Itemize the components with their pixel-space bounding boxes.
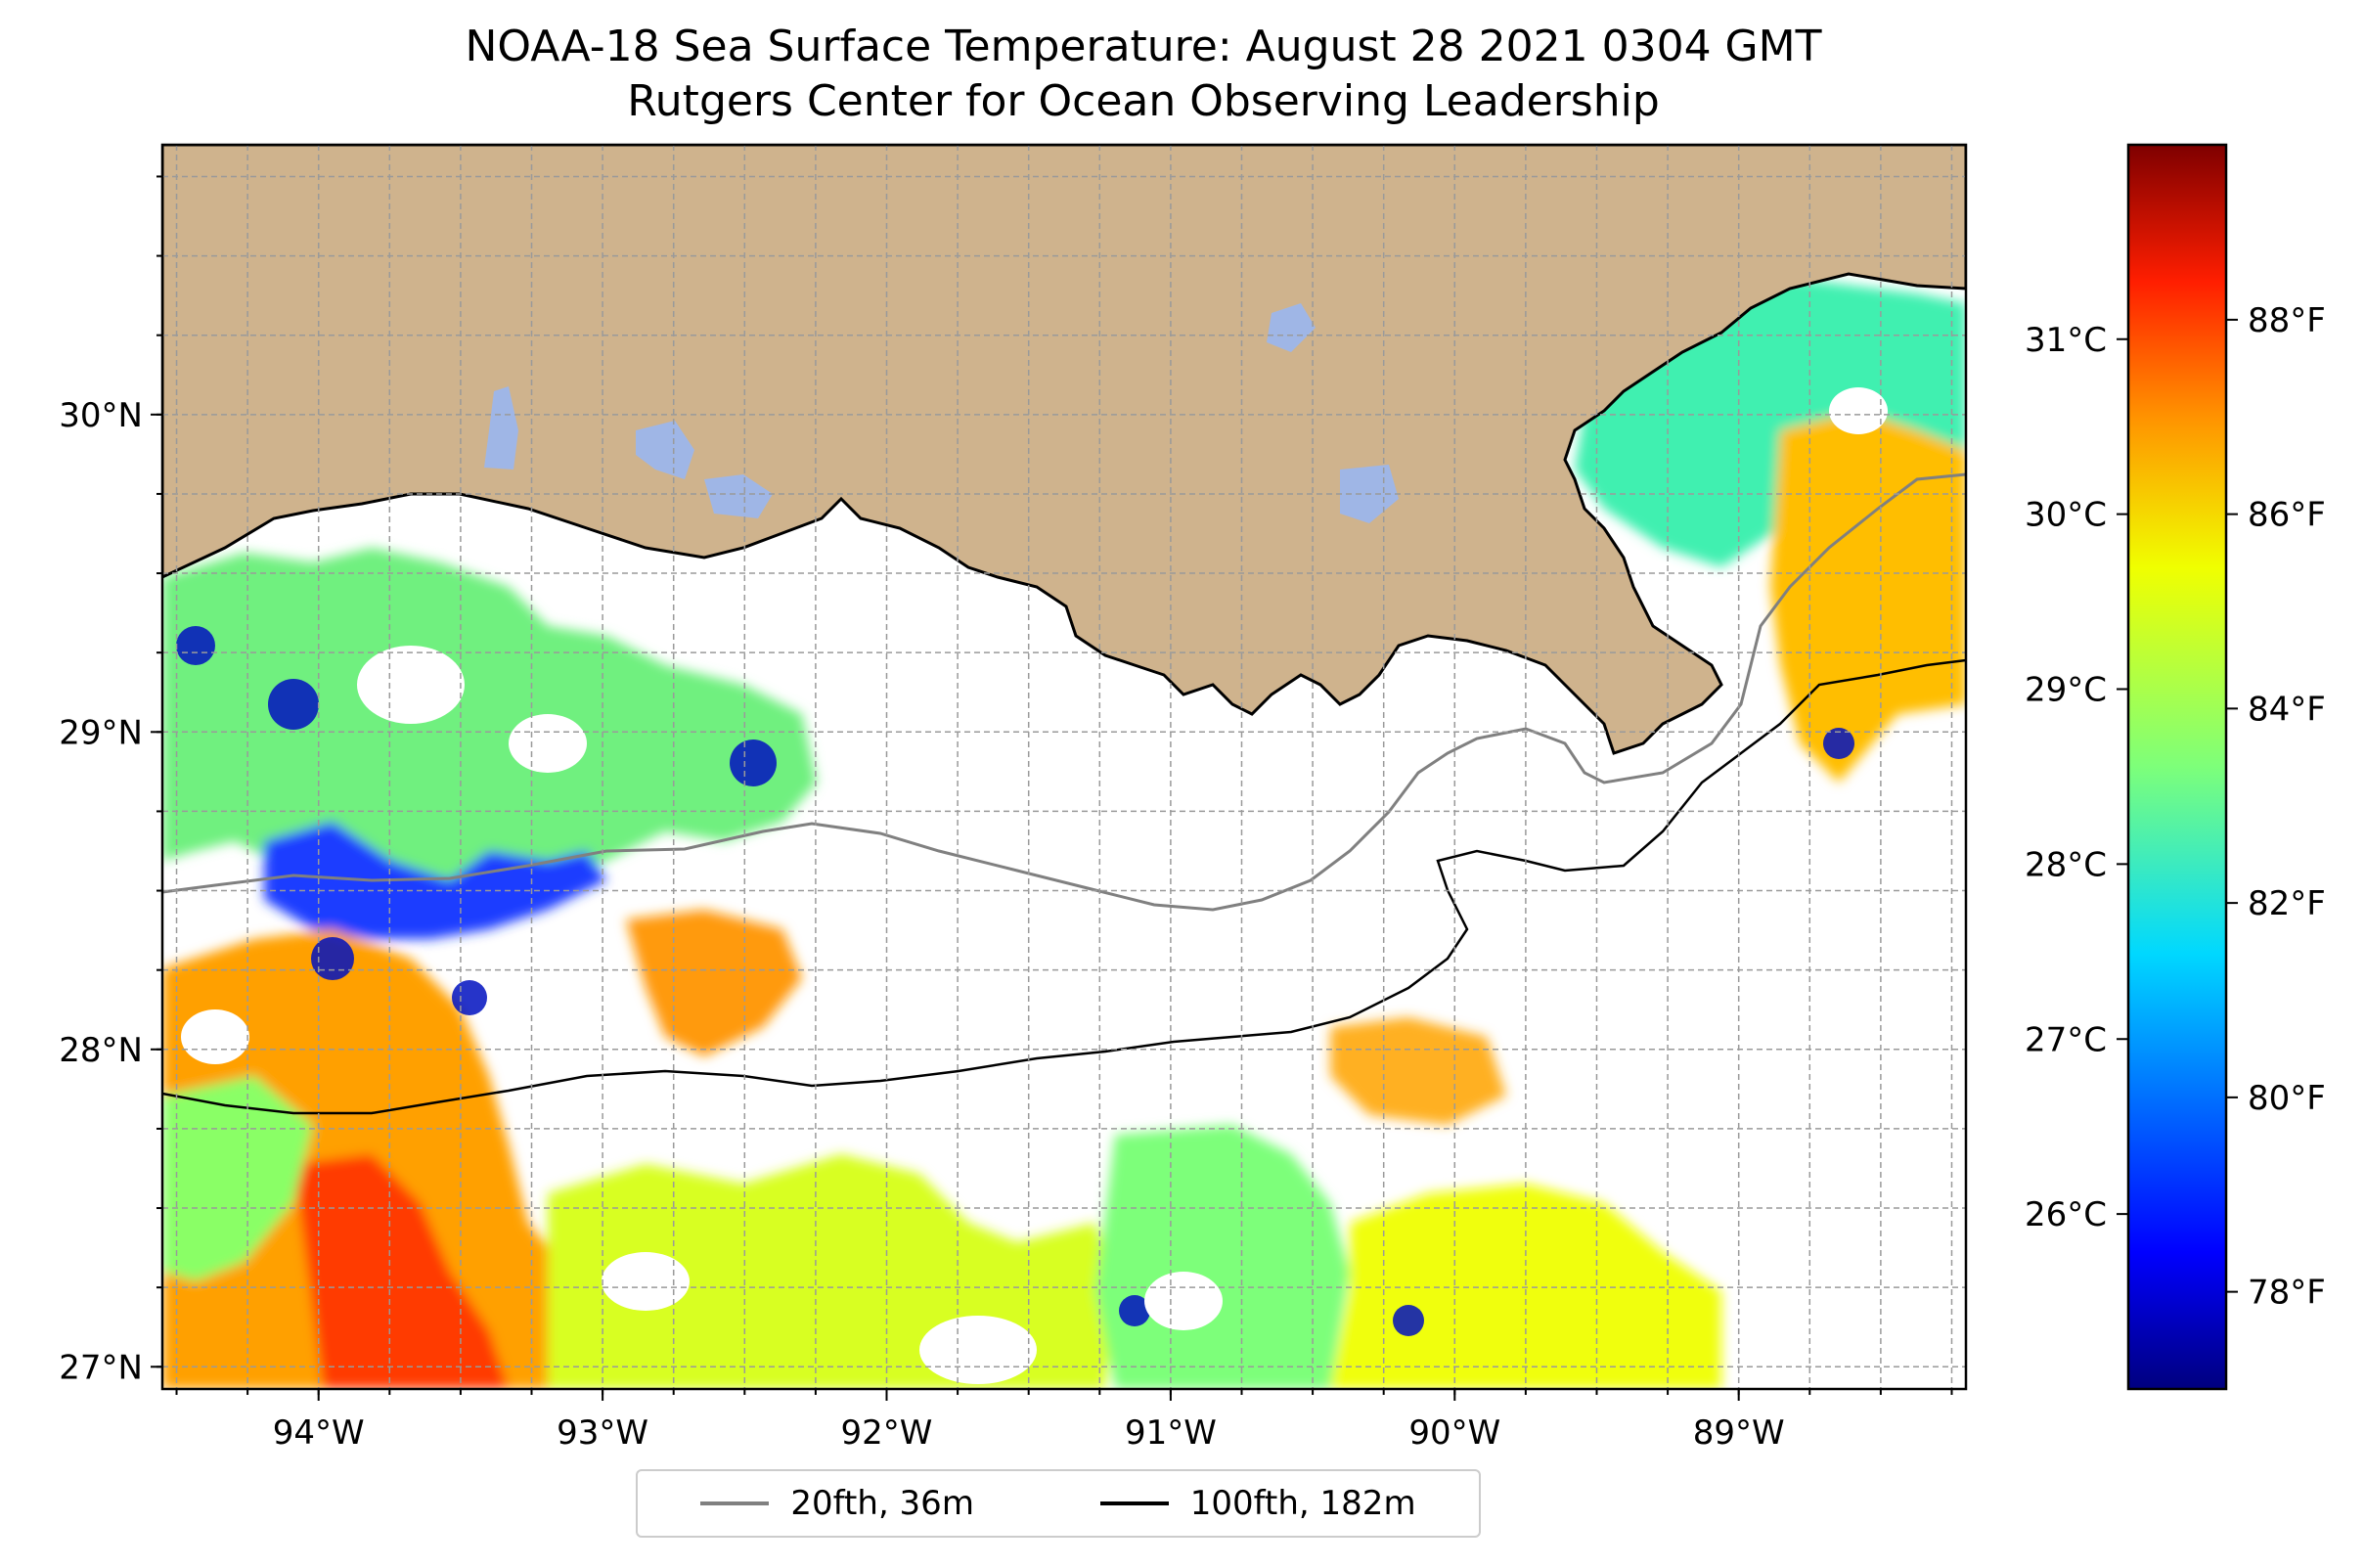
cloud-gap [1144, 1272, 1223, 1330]
colorbar-f-label: 80°F [2248, 1079, 2326, 1118]
cold-spot [1393, 1305, 1424, 1336]
land-mass [162, 145, 1966, 755]
lon-tick-label: 92°W [841, 1413, 933, 1453]
axis-ticks [151, 175, 1953, 1401]
cloud-gap [357, 646, 465, 724]
legend-label-20fth: 20fth, 36m [790, 1484, 974, 1523]
colorbar-f-label: 86°F [2248, 496, 2326, 535]
sst-patch-west-blue [264, 822, 606, 939]
colorbar-f-label: 84°F [2248, 690, 2326, 729]
lake [1267, 303, 1316, 352]
legend-item-100fth: 100fth, 182m [1099, 1484, 1416, 1523]
colorbar-c-label: 26°C [2025, 1195, 2107, 1234]
sst-patch-south-warm [162, 929, 626, 1389]
sst-patch-mid-orange [626, 910, 802, 1056]
colorbar-tick-labels: 78°F 80°F 82°F 84°F 86°F 88°F 26°C 27°C 28°C 29°C… [2025, 301, 2326, 1313]
lake [484, 386, 518, 470]
cold-spot [1823, 728, 1854, 759]
lat-tick-label: 28°N [59, 1031, 143, 1070]
sst-data-layer [162, 274, 1966, 1389]
colorbar-c-label: 27°C [2025, 1020, 2107, 1059]
lon-tick-label: 91°W [1125, 1413, 1217, 1453]
lon-tick-label: 89°W [1693, 1413, 1785, 1453]
map-gridlines [162, 145, 1966, 1389]
sst-patch-east-warm [1770, 411, 1966, 783]
cold-spot [176, 626, 215, 665]
cold-spot [730, 739, 777, 786]
lon-tick-label: 94°W [273, 1413, 365, 1453]
legend-label-100fth: 100fth, 182m [1189, 1484, 1416, 1523]
colorbar-c-label: 30°C [2025, 496, 2107, 535]
map-subtitle: Rutgers Center for Ocean Observing Leade… [627, 76, 1660, 126]
colorbar-f-label: 88°F [2248, 301, 2326, 340]
sst-patch-mid-south [1330, 1017, 1506, 1125]
colorbar-c-label: 29°C [2025, 671, 2107, 710]
lat-tick-label: 27°N [59, 1348, 143, 1387]
cloud-gap [919, 1316, 1037, 1384]
sst-patch-west [162, 548, 817, 910]
colorbar [2126, 143, 2228, 1391]
sst-patch-southwest-green [162, 1076, 313, 1281]
cold-spot [452, 980, 487, 1015]
map-title: NOAA-18 Sea Surface Temperature: August … [465, 22, 1822, 71]
lake [704, 474, 773, 518]
lake [636, 421, 694, 479]
legend-item-20fth: 20fth, 36m [700, 1484, 974, 1523]
map-legend: 20fth, 36m 100fth, 182m [636, 1469, 1481, 1538]
colorbar-c-label: 31°C [2025, 321, 2107, 360]
sst-patch-southwest-hot [293, 1154, 509, 1389]
lon-tick-label: 93°W [557, 1413, 648, 1453]
contour-20fth [162, 472, 1966, 912]
colorbar-f-label: 78°F [2248, 1274, 2326, 1313]
cold-spot [311, 937, 354, 980]
cloud-gap [509, 714, 587, 773]
cold-spot [268, 679, 319, 730]
lat-tick-label: 30°N [59, 396, 143, 435]
map-frame [160, 143, 1968, 1391]
legend-swatch-100fth [1099, 1501, 1169, 1505]
lat-tick-label: 29°N [59, 713, 143, 752]
colorbar-f-label: 82°F [2248, 884, 2326, 923]
colorbar-c-label: 28°C [2025, 845, 2107, 884]
cloud-gap [602, 1252, 690, 1311]
legend-swatch-20fth [700, 1501, 770, 1505]
lon-tick-label: 90°W [1408, 1413, 1500, 1453]
axis-tick-labels: 94°W 93°W 92°W 91°W 90°W 89°W 27°N 28°N 29°N 30°N [59, 396, 1784, 1453]
map-area [162, 145, 1966, 1389]
cloud-gap [181, 1009, 249, 1064]
sst-patch-south-east [1330, 1184, 1721, 1389]
contour-100fth [162, 658, 1966, 1115]
colorbar-ticks [2117, 318, 2238, 1293]
cloud-gap [1829, 387, 1888, 434]
cold-spot [1119, 1295, 1150, 1326]
